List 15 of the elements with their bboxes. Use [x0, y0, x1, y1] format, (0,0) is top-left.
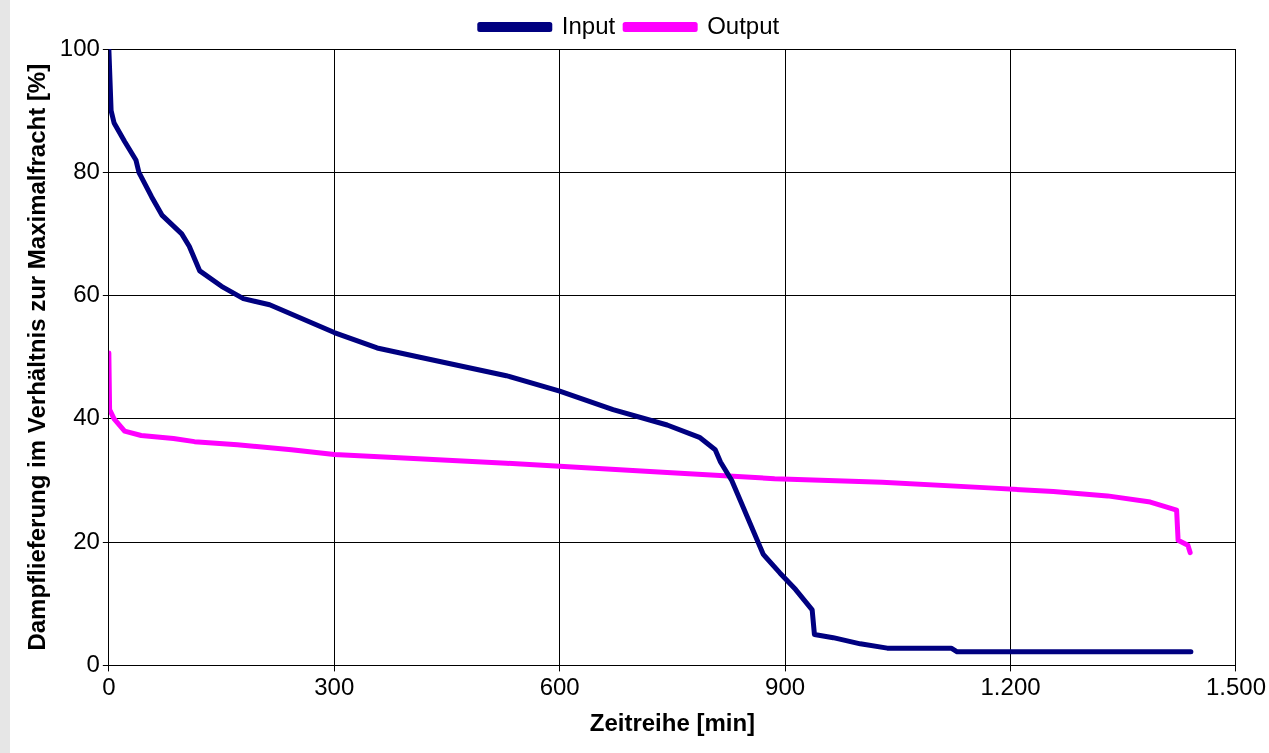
legend-label: Input — [561, 11, 616, 39]
x-tick-label: 1.200 — [980, 673, 1041, 701]
y-axis-title: Dampflieferung im Verhältnis zur Maximalfracht [%] — [23, 63, 51, 651]
x-tick-label: 300 — [314, 673, 355, 701]
legend-label: Output — [707, 11, 780, 39]
y-tick-label: 40 — [73, 403, 100, 431]
x-tick-label: 1.500 — [1205, 673, 1266, 701]
x-tick-label: 600 — [539, 673, 580, 701]
y-tick-label: 20 — [73, 526, 100, 554]
x-tick-label: 900 — [765, 673, 806, 701]
y-tick-label: 80 — [73, 156, 100, 184]
y-tick-label: 100 — [59, 33, 100, 61]
x-axis-title: Zeitreihe [min] — [589, 709, 756, 737]
y-tick-label: 0 — [86, 650, 100, 678]
y-tick-label: 60 — [73, 280, 100, 308]
